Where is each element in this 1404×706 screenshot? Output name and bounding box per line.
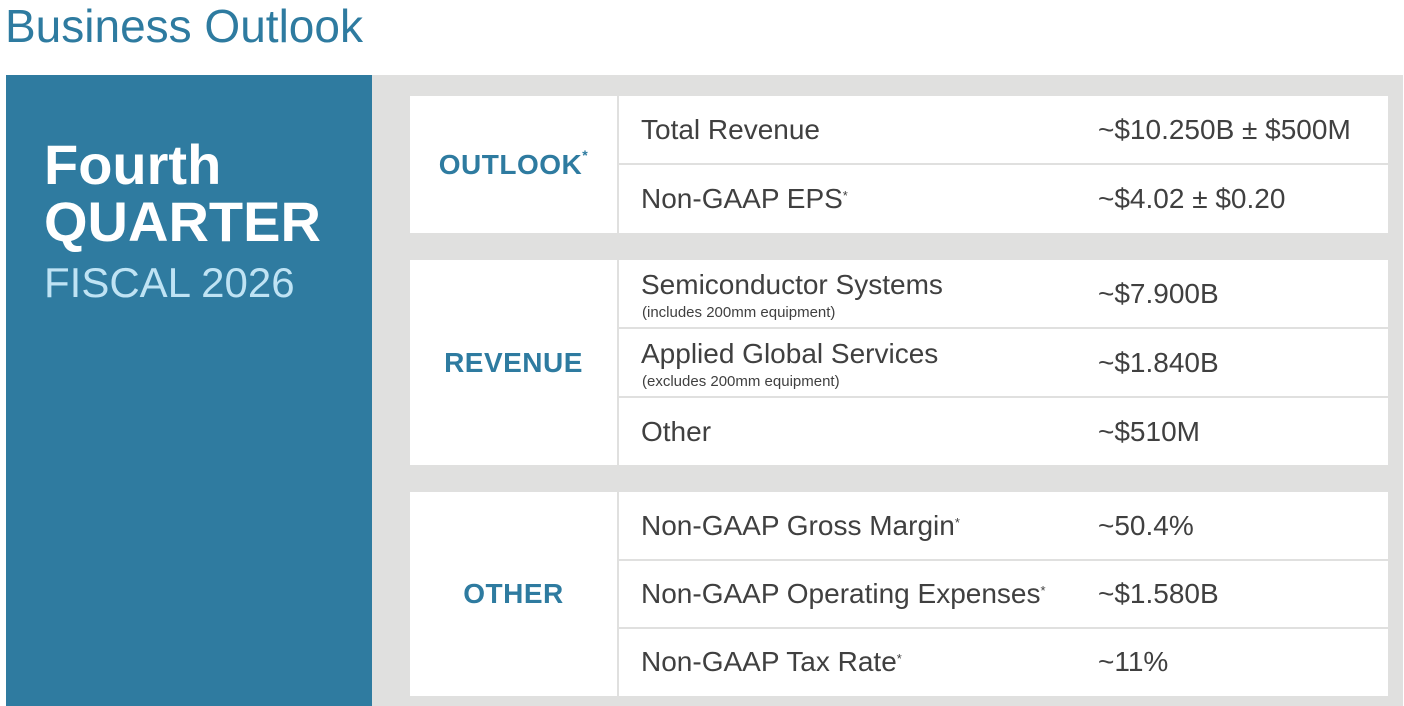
row-name: Non-GAAP Operating Expenses*	[641, 578, 1046, 609]
table-row: Non-GAAP Operating Expenses* ~$1.580B	[619, 560, 1388, 629]
row-name: Total Revenue	[641, 114, 821, 145]
section-label: OUTLOOK *	[410, 96, 619, 233]
row-name: Applied Global Services	[641, 338, 939, 369]
row-note: (excludes 200mm equipment)	[642, 373, 840, 390]
row-value: ~$510M	[1098, 416, 1200, 447]
row-name: Non-GAAP Tax Rate*	[641, 646, 902, 677]
table-row: Other ~$510M	[619, 398, 1388, 465]
quarter-label: Fourth	[44, 133, 222, 196]
row-value: ~50.4%	[1098, 510, 1194, 541]
row-value: ~$7.900B	[1098, 278, 1219, 309]
other-section: OTHER Non-GAAP Gross Margin* ~50.4% Non-…	[410, 492, 1388, 696]
row-name: Non-GAAP Gross Margin*	[641, 510, 960, 541]
section-label-text: REVENUE	[444, 346, 583, 378]
table-row: Applied Global Services (excludes 200mm …	[619, 329, 1388, 398]
table-row: Total Revenue ~$10.250B ± $500M	[619, 96, 1388, 165]
table-row: Non-GAAP EPS* ~$4.02 ± $0.20	[619, 165, 1388, 232]
row-note: (includes 200mm equipment)	[642, 304, 836, 321]
row-name: Non-GAAP EPS*	[641, 183, 848, 214]
row-value: ~11%	[1098, 646, 1169, 677]
footnote-mark: *	[954, 515, 960, 530]
page-title: Business Outlook	[5, 0, 363, 52]
section-label-text: OTHER	[463, 578, 564, 609]
footnote-mark: *	[842, 188, 848, 203]
row-name: Other	[641, 416, 712, 447]
section-label: REVENUE	[410, 260, 619, 465]
table-row: Non-GAAP Gross Margin* ~50.4%	[619, 492, 1388, 561]
quarter-panel: Fourth QUARTER FISCAL 2026	[6, 75, 372, 706]
row-value: ~$10.250B ± $500M	[1098, 114, 1351, 145]
table-row: Semiconductor Systems (includes 200mm eq…	[619, 260, 1388, 329]
footnote-mark: *	[582, 146, 589, 163]
footnote-mark: *	[896, 651, 902, 666]
section-label: OTHER	[410, 492, 619, 696]
revenue-section: REVENUE Semiconductor Systems (includes …	[410, 260, 1388, 465]
row-value: ~$1.840B	[1098, 347, 1219, 378]
row-value: ~$1.580B	[1098, 578, 1219, 609]
section-label-text: OUTLOOK	[438, 148, 583, 180]
fiscal-year-label: FISCAL 2026	[44, 259, 295, 306]
footnote-mark: *	[1040, 583, 1046, 598]
outlook-section: OUTLOOK * Total Revenue ~$10.250B ± $500M…	[410, 96, 1388, 233]
row-value: ~$4.02 ± $0.20	[1098, 183, 1286, 214]
quarter-heading: QUARTER	[44, 190, 321, 253]
row-name: Semiconductor Systems	[641, 269, 943, 300]
table-row: Non-GAAP Tax Rate* ~11%	[619, 628, 1388, 695]
